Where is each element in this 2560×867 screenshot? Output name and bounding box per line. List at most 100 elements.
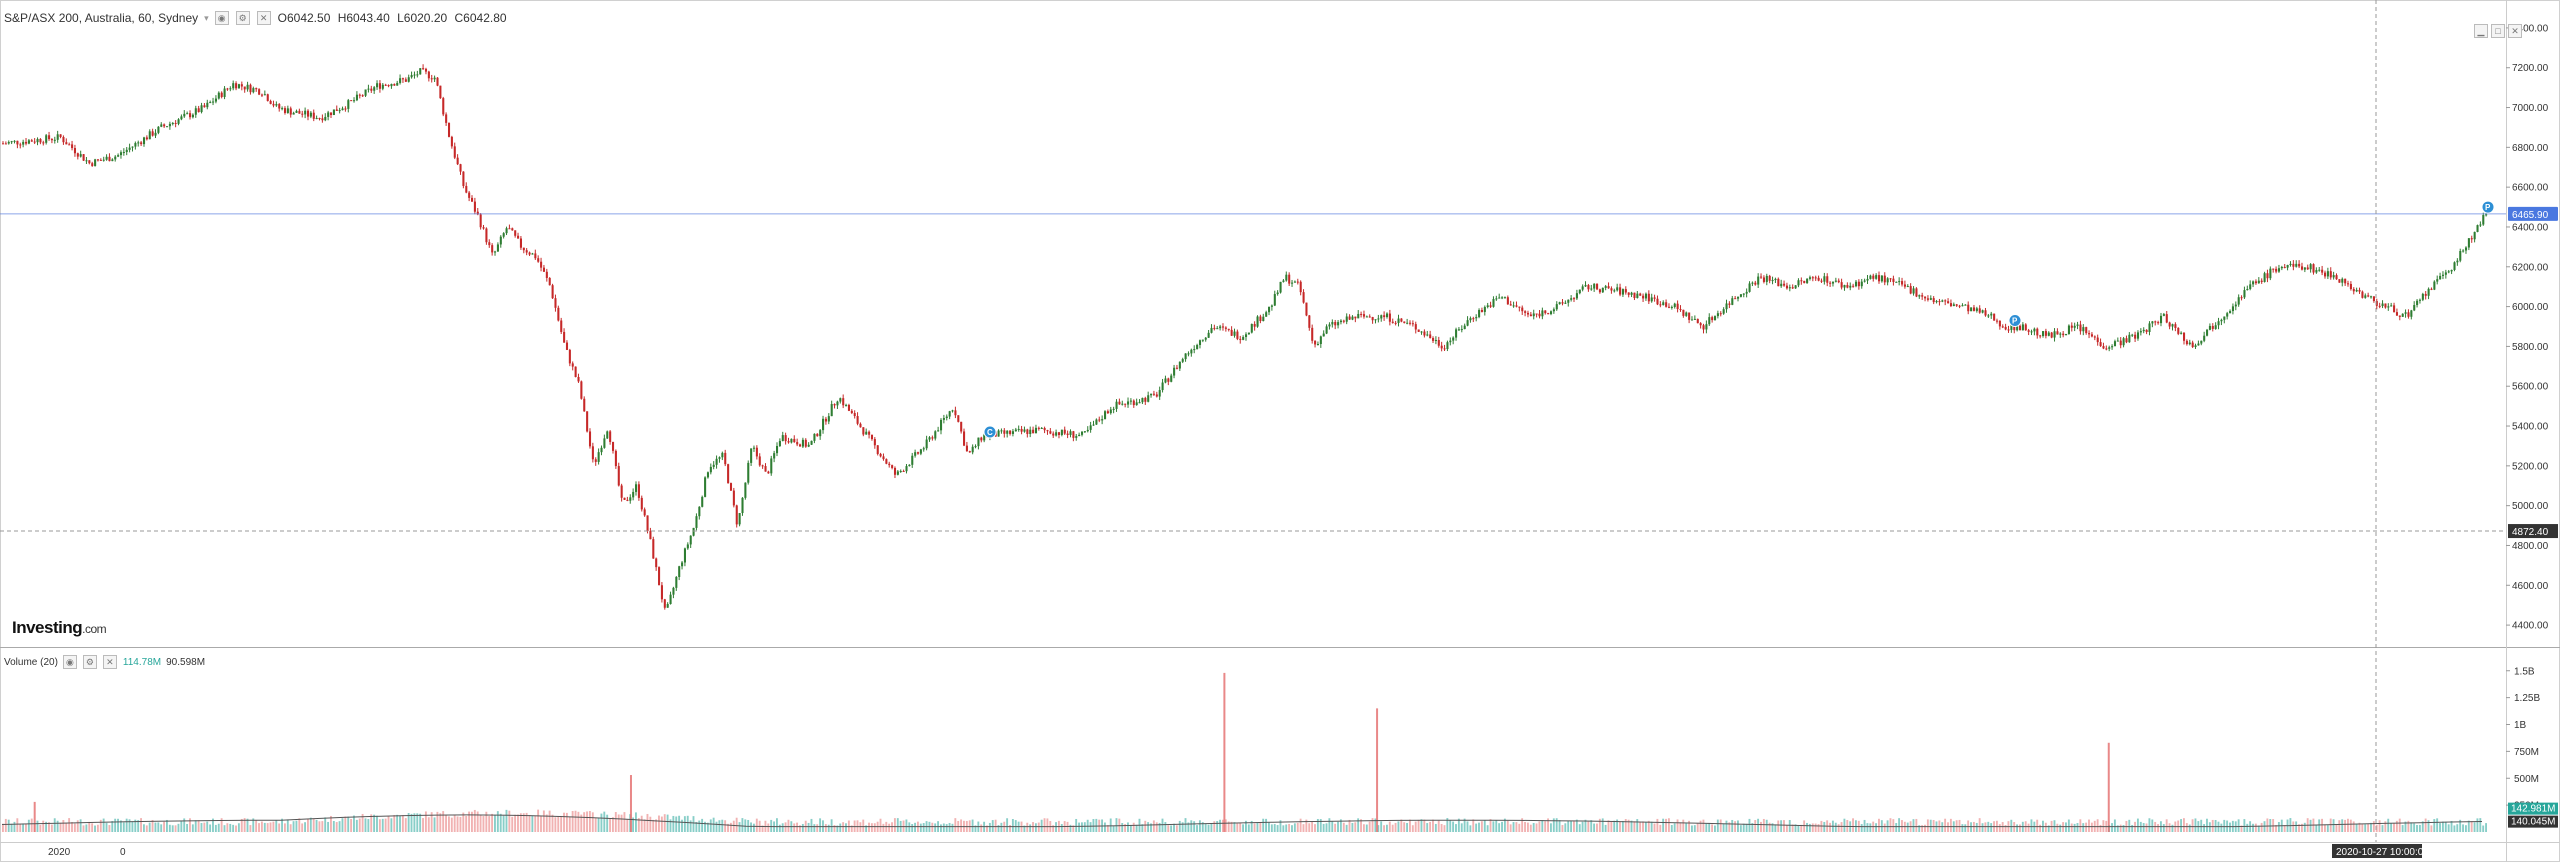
volume-bar	[801, 823, 804, 832]
candle-body	[784, 435, 787, 442]
volume-bar	[1512, 822, 1515, 832]
candle-body	[577, 376, 580, 382]
candle-body	[1624, 289, 1627, 293]
candle-body	[1892, 278, 1895, 282]
candle-body	[2136, 332, 2140, 339]
candle-body	[588, 431, 592, 447]
volume-bar	[551, 814, 554, 832]
volume-bar	[1095, 818, 1098, 832]
volume-bar	[1227, 821, 1230, 832]
candle-body	[1029, 429, 1032, 435]
settings-icon[interactable]: ⚙	[235, 11, 250, 25]
candle-body	[1506, 297, 1509, 305]
eye-icon[interactable]: ◉	[214, 11, 229, 25]
candle-body	[2024, 324, 2027, 331]
maximize-icon[interactable]: □	[2491, 24, 2505, 38]
candle-body	[1541, 310, 1544, 317]
candle-body	[1964, 304, 1967, 306]
candle-body	[2105, 348, 2108, 350]
candle-body	[2062, 333, 2065, 336]
candle-body	[16, 140, 19, 145]
candle-body	[2214, 325, 2217, 329]
volume-bar	[1466, 821, 1469, 832]
candle-body	[50, 139, 53, 141]
candle-body	[2275, 268, 2278, 272]
volume-bar	[1161, 818, 1164, 832]
volume-bar	[42, 820, 45, 832]
candle-body	[168, 123, 171, 127]
candle-body	[25, 141, 28, 144]
volume-bar	[2393, 823, 2395, 832]
volume-bar	[816, 824, 819, 832]
candle-body	[1432, 338, 1435, 341]
candle-body	[2418, 299, 2422, 301]
candle-body	[1535, 313, 1538, 315]
volume-bar	[1529, 824, 1532, 832]
candle-body	[194, 108, 197, 115]
close-icon[interactable]: ✕	[102, 655, 117, 669]
volume-bar	[1259, 822, 1262, 832]
volume-bar	[1616, 819, 1619, 832]
close-icon[interactable]: ✕	[256, 11, 271, 25]
volume-bar	[1112, 825, 1115, 832]
candle-body	[1532, 313, 1535, 317]
candle-body	[65, 142, 68, 145]
volume-bar	[2096, 819, 2099, 832]
candle-body	[209, 102, 212, 104]
candle-body	[747, 462, 750, 483]
volume-bar	[2300, 823, 2303, 832]
candle-body	[1731, 298, 1734, 305]
candle-body	[2375, 301, 2378, 306]
volume-bar	[1518, 823, 1521, 832]
candle-body	[1400, 318, 1403, 322]
candle-body	[617, 466, 620, 486]
candle-body	[1584, 285, 1587, 287]
volume-bar	[2185, 823, 2188, 832]
close-pane-icon[interactable]: ✕	[2508, 24, 2522, 38]
volume-bar	[491, 813, 494, 832]
candle-body	[128, 147, 131, 150]
candle-body	[240, 84, 243, 87]
volume-bar	[1662, 818, 1665, 832]
price-tick-label: 5200.00	[2512, 461, 2549, 472]
candle-body	[1561, 302, 1564, 304]
eye-icon[interactable]: ◉	[62, 655, 77, 669]
volume-bar	[1285, 824, 1288, 832]
volume-bar	[332, 820, 335, 832]
candle-body	[2102, 346, 2105, 349]
candle-body	[286, 108, 289, 113]
candle-body	[801, 439, 804, 447]
volume-bar	[1360, 819, 1362, 832]
volume-bar	[2145, 823, 2148, 832]
candle-body	[2027, 330, 2030, 332]
candle-body	[1958, 305, 1961, 307]
candle-body	[1529, 314, 1532, 317]
volume-bar	[1679, 822, 1682, 832]
volume-bar	[56, 820, 59, 832]
minimize-icon[interactable]: ▁	[2474, 24, 2488, 38]
candle-body	[727, 464, 730, 484]
candle-body	[2185, 340, 2188, 345]
candle-body	[678, 566, 681, 577]
candle-body	[744, 482, 747, 498]
candle-body	[2272, 268, 2275, 270]
volume-bar	[2470, 821, 2473, 832]
candle-body	[1667, 306, 1671, 308]
candle-body	[1785, 285, 1789, 289]
chevron-down-icon[interactable]: ▾	[204, 12, 209, 23]
volume-bar	[2203, 824, 2206, 832]
volume-bar	[1380, 821, 1383, 832]
candle-body	[859, 423, 862, 428]
candle-body	[163, 124, 166, 127]
candle-body	[1282, 280, 1285, 282]
candle-body	[125, 149, 128, 153]
settings-icon[interactable]: ⚙	[82, 655, 97, 669]
volume-bar	[1688, 820, 1690, 832]
volume-bar	[1446, 818, 1449, 832]
candle-body	[885, 459, 888, 464]
volume-bar	[1639, 822, 1642, 832]
volume-bar	[784, 822, 787, 832]
candle-body	[473, 201, 476, 212]
